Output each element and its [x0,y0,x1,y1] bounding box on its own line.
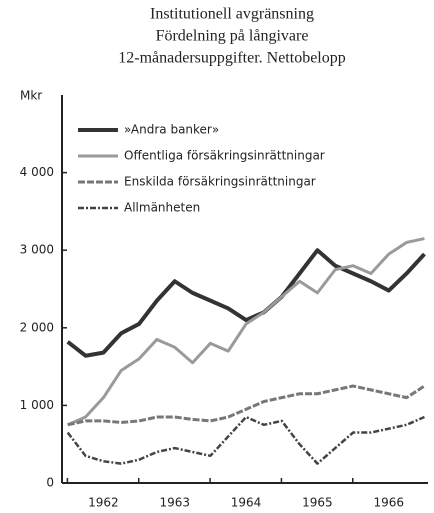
x-tick-label: 1963 [159,496,190,510]
series-line [67,237,425,427]
y-tick-label: 1 000 [20,398,54,412]
x-tick-label: 1964 [231,496,262,510]
y-axis-label: Mkr [20,89,42,103]
legend-label: Enskilda försäkringsinrättningar [124,175,316,189]
series-line [66,248,426,358]
series-line [67,384,426,427]
x-tick-label: 1965 [302,496,333,510]
series-line [66,415,425,465]
legend-label: Allmänheten [124,201,200,215]
x-tick-label: 1962 [88,496,119,510]
y-tick-label: 3 000 [20,243,54,257]
title-line: Fördelning på långivare [156,28,309,45]
y-tick-label: 0 [46,476,54,490]
legend-label: »Andra banker» [124,123,219,137]
legend-label: Offentliga försäkringsinrättningar [124,149,325,163]
x-tick-label: 1966 [373,496,404,510]
title-line: Institutionell avgränsning [150,6,314,23]
title-line: 12-månadersuppgifter. Nettobelopp [118,50,346,67]
y-tick-label: 2 000 [20,320,54,334]
y-tick-label: 4 000 [20,165,54,179]
